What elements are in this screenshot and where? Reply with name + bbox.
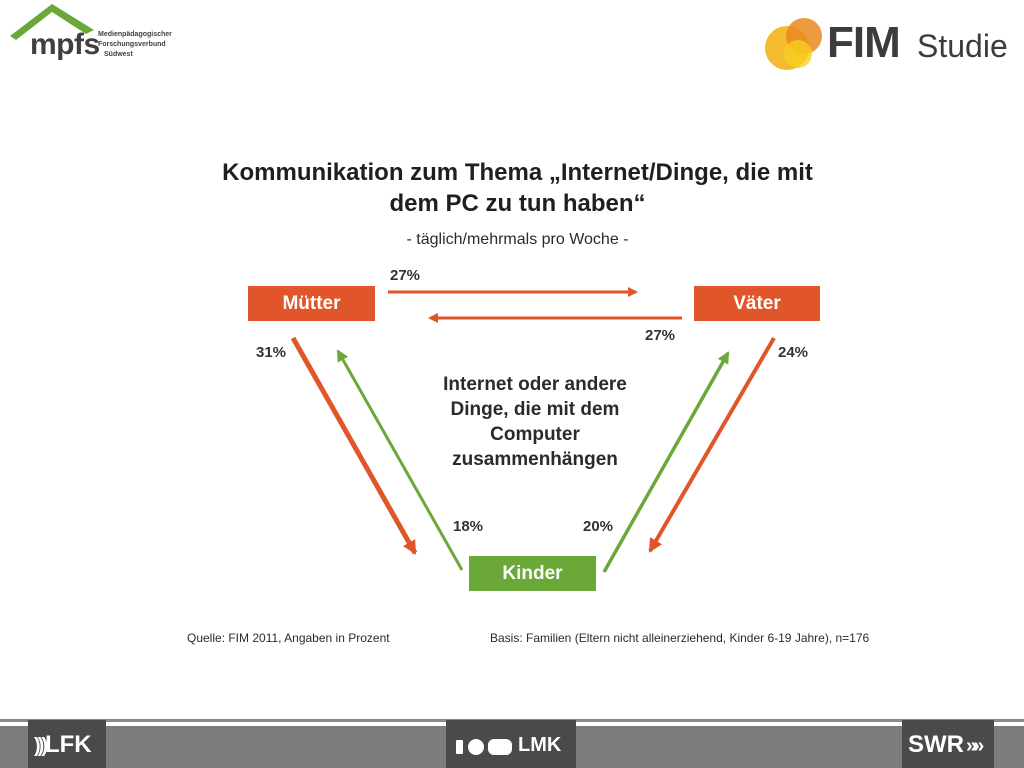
pct-mothers-to-children: 31% xyxy=(256,344,287,361)
page-title: Kommunikation zum Thema „Internet/Dinge,… xyxy=(222,159,813,217)
mpfs-logo-word: mpfs xyxy=(30,28,100,61)
page-subtitle: - täglich/mehrmals pro Woche - xyxy=(406,231,629,248)
source-note: Quelle: FIM 2011, Angaben in Prozent xyxy=(187,631,390,645)
lmk-logo: LMK xyxy=(518,734,562,756)
pct-children-to-fathers: 20% xyxy=(583,518,614,535)
pct-children-to-mothers: 18% xyxy=(453,518,484,535)
node-mothers: Mütter xyxy=(248,286,375,321)
topic-label: Internet oder andere Dinge, die mit dem … xyxy=(443,374,627,470)
arrow-children-to-fathers xyxy=(602,351,730,573)
fim-logo-word: FIM xyxy=(827,18,901,67)
fim-logo-circles-icon xyxy=(765,18,822,70)
node-fathers: Väter xyxy=(694,286,820,321)
lfk-logo: )))LFK xyxy=(34,731,92,758)
arrow-mothers-to-children xyxy=(290,336,418,555)
pct-mothers-to-fathers: 27% xyxy=(390,267,421,284)
swr-chevrons-icon: »» xyxy=(966,735,984,757)
lfk-waves-icon: ))) xyxy=(34,735,48,757)
pct-fathers-to-children: 24% xyxy=(778,344,809,361)
swr-logo-block xyxy=(902,720,994,768)
node-children: Kinder xyxy=(469,556,596,591)
lfk-logo-block xyxy=(28,720,106,768)
arrow-children-to-mothers xyxy=(336,349,464,571)
arrow-fathers-to-children xyxy=(648,336,776,553)
pct-fathers-to-mothers: 27% xyxy=(645,327,676,344)
swr-logo: SWR»» xyxy=(908,731,984,758)
fim-logo-studie: Studie xyxy=(917,28,1008,64)
basis-note: Basis: Familien (Eltern nicht alleinerzi… xyxy=(490,631,870,645)
lmk-shapes-icon xyxy=(456,739,512,755)
mpfs-logo-roof-icon xyxy=(10,4,94,40)
mpfs-logo-subtitle: Medienpädagogischer Forschungsverbund Sü… xyxy=(98,31,172,58)
